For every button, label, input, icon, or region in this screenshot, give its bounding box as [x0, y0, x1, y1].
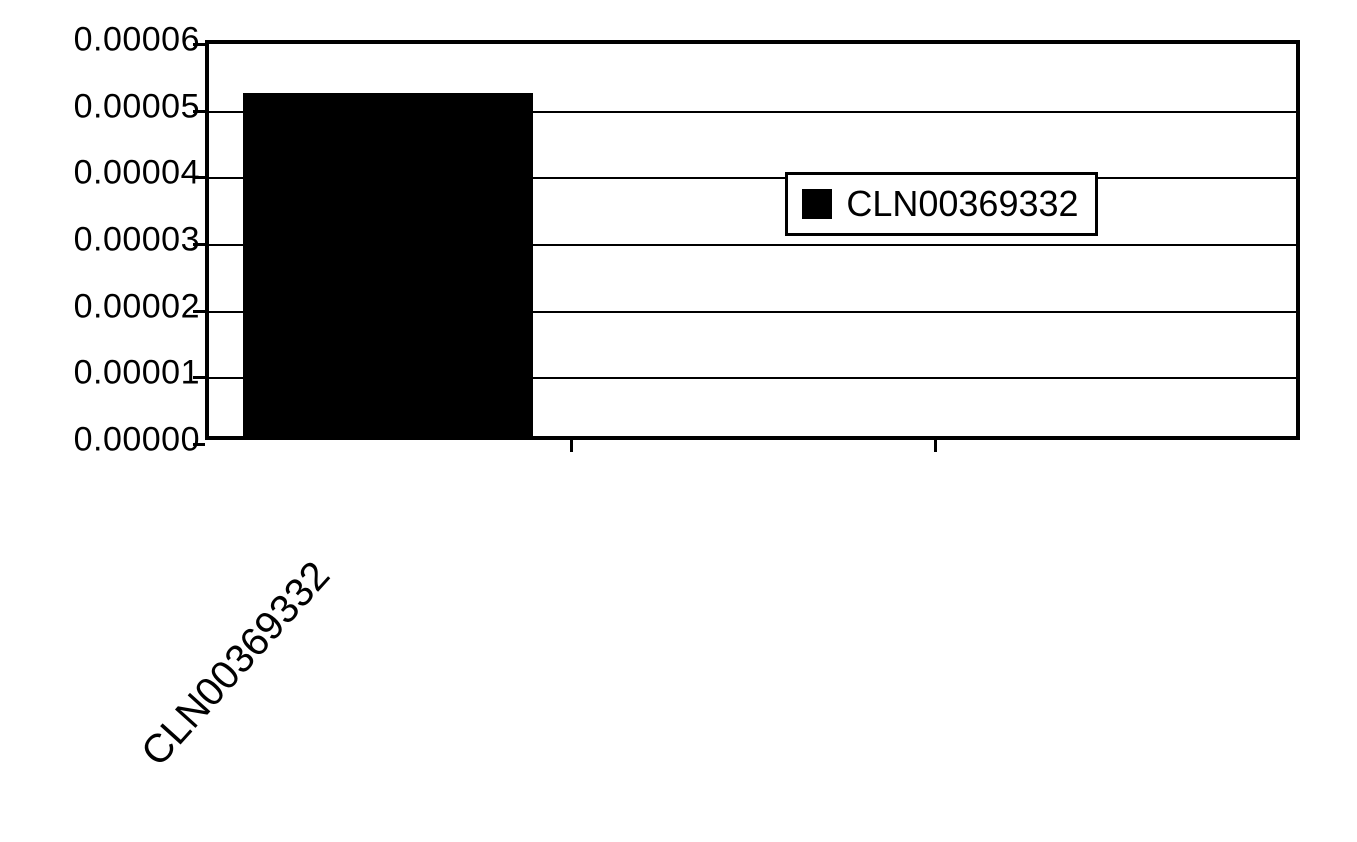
legend-label: CLN00369332: [846, 183, 1078, 225]
legend: CLN00369332: [785, 172, 1097, 236]
y-tick-label: 0.00000: [20, 421, 200, 460]
y-tick-label: 0.00001: [20, 354, 200, 393]
legend-swatch: [802, 189, 832, 219]
x-tick: [934, 440, 937, 452]
y-tick-label: 0.00003: [20, 221, 200, 260]
y-tick-label: 0.00002: [20, 287, 200, 326]
x-category-label: CLN00369332: [133, 553, 339, 775]
plot-area: CLN00369332: [205, 40, 1300, 440]
y-tick-label: 0.00004: [20, 154, 200, 193]
bar-cln00369332: [243, 93, 533, 438]
chart-container: CLN00369332 0.00000 0.00001 0.00002 0.00003…: [20, 40, 1320, 820]
y-tick-label: 0.00005: [20, 87, 200, 126]
y-axis: [205, 44, 209, 440]
y-tick-label: 0.00006: [20, 21, 200, 60]
x-tick: [570, 440, 573, 452]
